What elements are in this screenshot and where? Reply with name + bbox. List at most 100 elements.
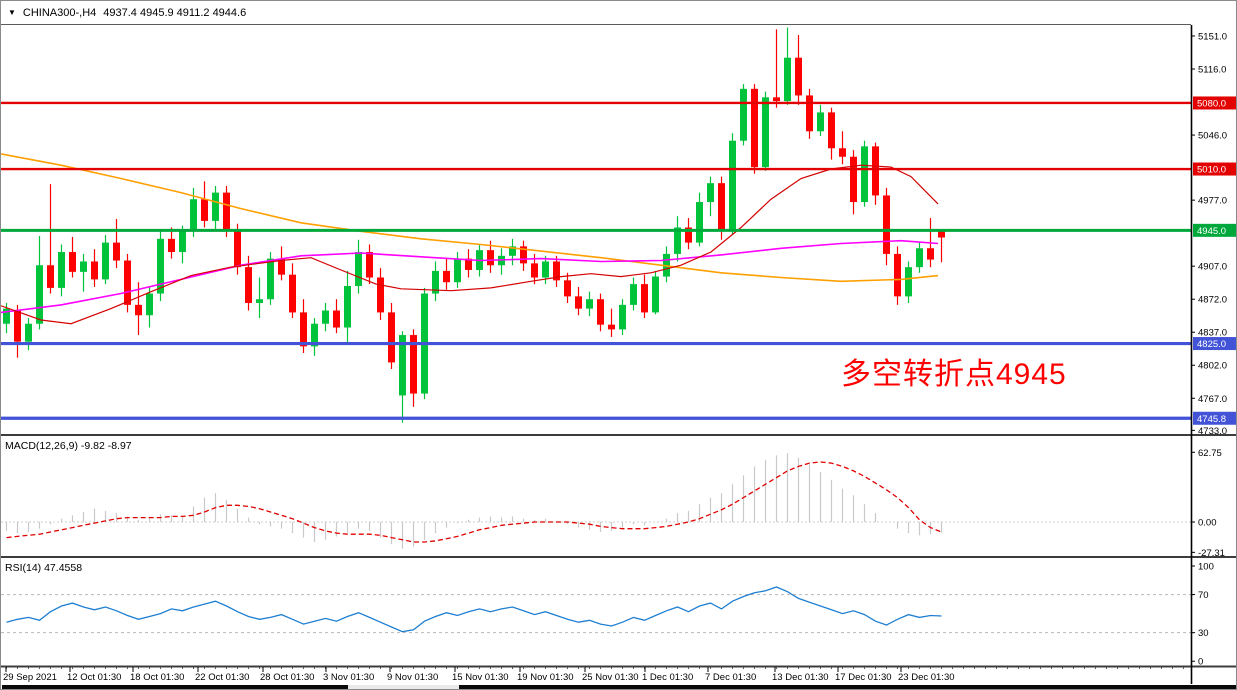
candle-body: [806, 95, 813, 132]
candle-body: [564, 280, 571, 297]
rsi-axis-label: 100: [1198, 562, 1214, 573]
candle-body: [718, 183, 725, 232]
price-badge-4745.8: [1193, 411, 1236, 425]
rsi-line: [6, 586, 942, 633]
scrollbar[interactable]: [2, 685, 1237, 690]
candle-body: [80, 261, 87, 272]
candle-body: [487, 250, 494, 266]
candle-body: [751, 88, 758, 168]
price-axis: 5151.0 5116.0 5046.0 4977.0 4907.0 4872.0 4837…: [1191, 32, 1236, 668]
date-label: 17 Dec 01:30: [835, 672, 892, 683]
candle-body: [685, 227, 692, 243]
price-axis-label: 5151.0: [1198, 32, 1227, 43]
date-label: 12 Oct 01:30: [67, 672, 121, 683]
candle-body: [520, 246, 527, 264]
date-label: 18 Oct 01:30: [130, 672, 184, 683]
candle-body: [608, 324, 615, 330]
price-badge-label: 5010.0: [1197, 165, 1226, 176]
scrollbar-thumb: [348, 685, 459, 689]
candle-body: [190, 199, 197, 232]
price-axis-label: 4767.0: [1198, 394, 1227, 405]
candle-body: [784, 57, 791, 102]
candle-body: [575, 296, 582, 309]
candle-body: [278, 258, 285, 275]
candle-body: [542, 261, 549, 278]
candle-body: [773, 97, 780, 102]
candle-body: [168, 238, 175, 253]
candle-body: [465, 258, 472, 270]
candle-body: [399, 335, 406, 396]
chart-annotation-text[interactable]: 多空转折点4945: [841, 358, 1067, 391]
candle-body: [443, 270, 450, 283]
date-label: 15 Nov 01:30: [452, 672, 509, 683]
price-badge-label: 5080.0: [1197, 98, 1226, 109]
candle-body: [366, 252, 373, 278]
macd-indicator-label: MACD(12,26,9) -9.82 -8.97: [5, 440, 132, 452]
candle-body: [25, 323, 32, 342]
candle-body: [696, 202, 703, 243]
candle-body: [377, 277, 384, 313]
macd-pane[interactable]: [1, 453, 1191, 549]
candle-body: [212, 192, 219, 221]
date-label: 23 Dec 01:30: [898, 672, 955, 683]
price-axis-label: 4837.0: [1198, 328, 1227, 339]
candle-body: [36, 265, 43, 324]
candle-body: [817, 112, 824, 132]
price-pane[interactable]: [1, 27, 945, 423]
candle-body: [69, 252, 76, 272]
date-label: 29 Sep 2021: [3, 672, 57, 683]
date-label: 28 Oct 01:30: [260, 672, 314, 683]
candle-body: [938, 230, 945, 238]
date-label: 9 Nov 01:30: [387, 672, 438, 683]
candles-layer: [3, 27, 945, 423]
candle-body: [388, 312, 395, 363]
chart-dropdown-icon[interactable]: ▼: [8, 8, 16, 17]
date-label: 22 Oct 01:30: [195, 672, 249, 683]
macd-signal-line: [6, 461, 942, 543]
candle-body: [850, 156, 857, 203]
candle-body: [740, 88, 747, 141]
macd-axis-label: 0.00: [1198, 518, 1217, 529]
date-label: 1 Dec 01:30: [642, 672, 693, 683]
date-label: 19 Nov 01:30: [517, 672, 574, 683]
price-axis-label: 4872.0: [1198, 295, 1227, 306]
macd-axis-label: -27.31: [1198, 548, 1225, 559]
candle-body: [289, 274, 296, 313]
candle-body: [146, 293, 153, 316]
scrollbar-segment-left: [2, 685, 348, 689]
rsi-axis-label: 0: [1198, 657, 1203, 668]
candle-body: [256, 299, 263, 303]
price-axis-label: 5116.0: [1198, 65, 1226, 76]
candle-body: [597, 299, 604, 325]
candle-body: [828, 112, 835, 149]
candle-body: [795, 57, 802, 96]
candle-body: [267, 258, 274, 300]
candle-body: [355, 252, 362, 286]
rsi-pane[interactable]: [1, 586, 1191, 634]
candle-body: [652, 276, 659, 313]
rsi-indicator-label: RSI(14) 47.4558: [5, 562, 83, 574]
ma-mid-magenta-line: [1, 239, 939, 314]
candle-body: [234, 230, 241, 268]
price-badge-5080.0: [1193, 96, 1236, 110]
candle-body: [201, 199, 208, 221]
horizontal-level-lines[interactable]: [1, 101, 1191, 420]
date-label: 3 Nov 01:30: [323, 672, 374, 683]
candle-body: [861, 146, 868, 203]
price-badge-label: 4745.8: [1197, 414, 1226, 425]
date-label: 7 Dec 01:30: [705, 672, 756, 683]
candle-body: [14, 310, 21, 342]
price-badge-4945.0: [1193, 223, 1236, 237]
scrollbar-segment-right: [459, 685, 1236, 689]
candle-body: [58, 252, 65, 288]
candle-body: [113, 242, 120, 261]
candle-body: [872, 146, 879, 196]
candle-body: [157, 238, 164, 294]
candle-body: [432, 270, 439, 294]
candle-body: [674, 227, 681, 254]
candle-body: [883, 195, 890, 254]
price-axis-label: 4977.0: [1198, 196, 1227, 207]
candle-body: [300, 312, 307, 347]
